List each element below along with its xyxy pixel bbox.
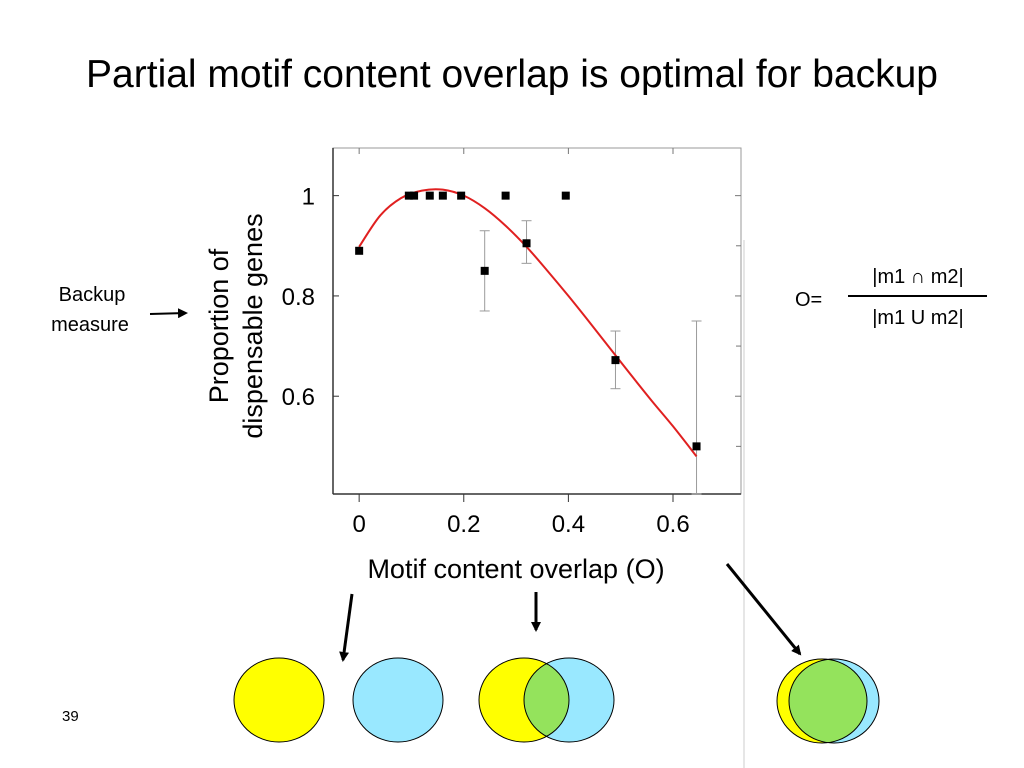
overlap-region: [524, 658, 569, 742]
no-overlap-venn-icon: [233, 657, 444, 743]
data-point: [425, 191, 434, 200]
data-point: [692, 442, 701, 451]
x-tick-label: 0.2: [447, 511, 480, 538]
y-axis-title: Proportion of dispensable genes: [204, 213, 268, 438]
slide-title: Partial motif content overlap is optimal…: [86, 53, 938, 96]
x-axis-title: Motif content overlap (O): [367, 554, 664, 584]
y-tick-label: 1: [302, 184, 315, 211]
data-point: [438, 191, 447, 200]
partial-overlap-venn-icon: [478, 657, 615, 743]
y-axis-title-line-2: dispensable genes: [238, 213, 268, 438]
y-axis-title-line-1: Proportion of: [204, 248, 234, 403]
slide-number: 39: [62, 708, 79, 725]
data-point: [410, 191, 419, 200]
data-point: [480, 266, 489, 275]
data-point: [501, 191, 510, 200]
blue-circle: [352, 657, 444, 743]
plot-area: [332, 147, 745, 768]
x-ticks: 0 0.2 0.4 0.6: [352, 148, 690, 538]
data-markers: [355, 191, 701, 451]
overlap-region: [789, 659, 867, 743]
y-tick-label: 0.6: [282, 384, 315, 411]
y-tick-label: 0.8: [282, 284, 315, 311]
annotation-line-2: measure: [51, 314, 129, 336]
data-point: [404, 191, 413, 200]
annotation-line-1: Backup: [59, 284, 126, 306]
arrow-to-full-overlap: [725, 563, 802, 656]
yellow-circle: [233, 657, 325, 743]
formula-lhs: O=: [795, 289, 822, 311]
full-overlap-venn-icon: [776, 658, 880, 744]
data-point: [457, 191, 466, 200]
y-ticks: 0.6 0.8 1: [282, 184, 741, 447]
annotation-arrow: [149, 308, 188, 319]
data-point: [561, 191, 570, 200]
arrow-to-no-overlap: [339, 593, 354, 662]
data-point: [611, 356, 620, 365]
x-tick-label: 0: [352, 511, 365, 538]
formula-numerator: |m1 ∩ m2|: [872, 266, 963, 288]
data-point: [355, 246, 364, 255]
x-tick-label: 0.6: [656, 511, 689, 538]
data-point: [522, 239, 531, 248]
formula-denominator: |m1 U m2|: [872, 307, 964, 329]
x-tick-label: 0.4: [552, 511, 585, 538]
plot-frame: [332, 147, 742, 495]
